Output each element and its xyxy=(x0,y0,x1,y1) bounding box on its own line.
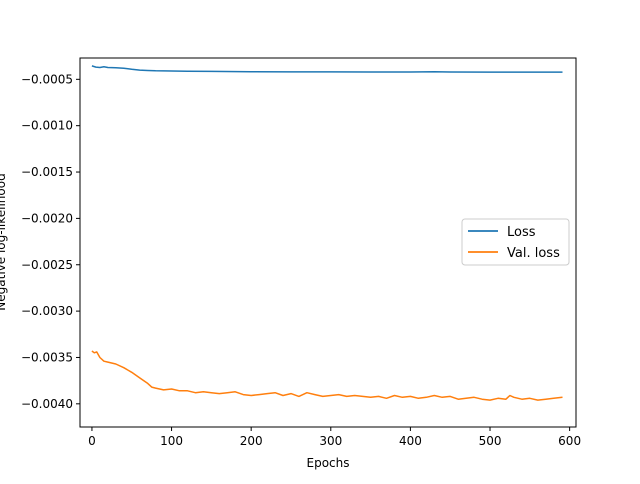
y-axis-label: Negative log-likelihood xyxy=(0,173,8,310)
y-tick-label: −0.0015 xyxy=(21,165,73,179)
y-tick-label: −0.0005 xyxy=(21,72,73,86)
x-tick-label: 0 xyxy=(88,434,96,448)
y-tick-label: −0.0040 xyxy=(21,397,73,411)
legend: Loss Val. loss xyxy=(461,218,570,266)
x-tick-label: 100 xyxy=(160,434,183,448)
x-tick-label: 300 xyxy=(319,434,342,448)
y-tick-label: −0.0030 xyxy=(21,304,73,318)
y-tick-label: −0.0035 xyxy=(21,350,73,364)
x-tick-label: 200 xyxy=(240,434,263,448)
plot-frame xyxy=(79,57,577,428)
x-tick-label: 600 xyxy=(558,434,581,448)
y-tick-label: −0.0025 xyxy=(21,258,73,272)
x-axis-label: Epochs xyxy=(307,456,350,470)
legend-label-loss: Loss xyxy=(507,225,536,240)
series-line-val-loss xyxy=(91,350,563,401)
y-tick-label: −0.0010 xyxy=(21,119,73,133)
y-tick-label: −0.0020 xyxy=(21,211,73,225)
x-tick-label: 400 xyxy=(399,434,422,448)
series-layer xyxy=(91,65,563,401)
axes-layer: 0 100 200 300 400 500 600 −0.0005 −0.0010 −0.0015… xyxy=(21,72,581,448)
x-tick-label: 500 xyxy=(479,434,502,448)
legend-label-val-loss: Val. loss xyxy=(507,246,560,261)
series-line-loss xyxy=(91,65,563,73)
